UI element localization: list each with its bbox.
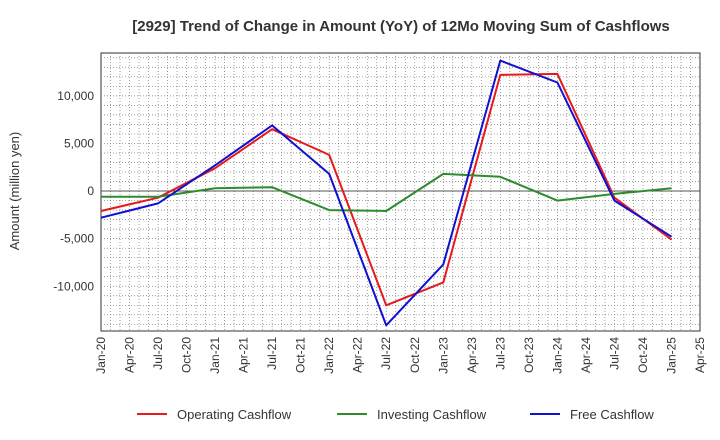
x-tick-label: Jul-21 (265, 337, 279, 370)
x-tick-label: Jul-20 (151, 337, 165, 370)
x-tick-label: Oct-23 (522, 337, 536, 373)
x-tick-label: Apr-21 (237, 337, 251, 373)
x-tick-label: Apr-23 (465, 337, 479, 373)
x-tick-label: Oct-24 (636, 337, 650, 373)
y-tick-label: 10,000 (57, 89, 94, 103)
x-tick-label: Apr-25 (693, 337, 707, 373)
x-tick-label: Apr-22 (351, 337, 365, 373)
x-tick-label: Oct-22 (408, 337, 422, 373)
legend-label: Investing Cashflow (377, 407, 487, 422)
x-tick-label: Jan-20 (94, 337, 108, 374)
y-tick-label: -5,000 (60, 232, 94, 246)
series-line-operating-cashflow (100, 72, 673, 307)
x-tick-label: Oct-20 (180, 337, 194, 373)
legend-label: Operating Cashflow (177, 407, 292, 422)
plot-frame (100, 52, 701, 332)
x-tick-label: Jul-22 (379, 337, 393, 370)
x-tick-label: Apr-24 (579, 337, 593, 373)
plot-area: 10,000 5,000 0 -5,000 -10,000 Jan-20 Apr-20 Jul… (53, 52, 707, 374)
x-tick-label: Jan-21 (208, 337, 222, 374)
legend-label: Free Cashflow (570, 407, 654, 422)
chart-title: [2929] Trend of Change in Amount (YoY) o… (132, 18, 670, 35)
y-tick-label: 5,000 (64, 136, 94, 150)
x-tick-label: Jan-25 (664, 337, 678, 374)
legend: Operating Cashflow Investing Cashflow Free… (137, 407, 654, 422)
x-tick-label: Jul-23 (493, 337, 507, 370)
x-tick-label: Jan-22 (322, 337, 336, 374)
x-tick-label: Jan-23 (436, 337, 450, 374)
x-tick-label: Apr-20 (123, 337, 137, 373)
y-tick-label: -10,000 (53, 279, 94, 293)
x-tick-label: Jan-24 (550, 337, 564, 374)
y-tick-label: 0 (87, 184, 94, 198)
series-line-free-cashflow (100, 59, 673, 327)
x-tick-label: Jul-24 (607, 337, 621, 370)
series-line-investing-cashflow (101, 172, 672, 212)
y-axis-label: Amount (million yen) (7, 132, 22, 251)
x-tick-label: Oct-21 (294, 337, 308, 373)
